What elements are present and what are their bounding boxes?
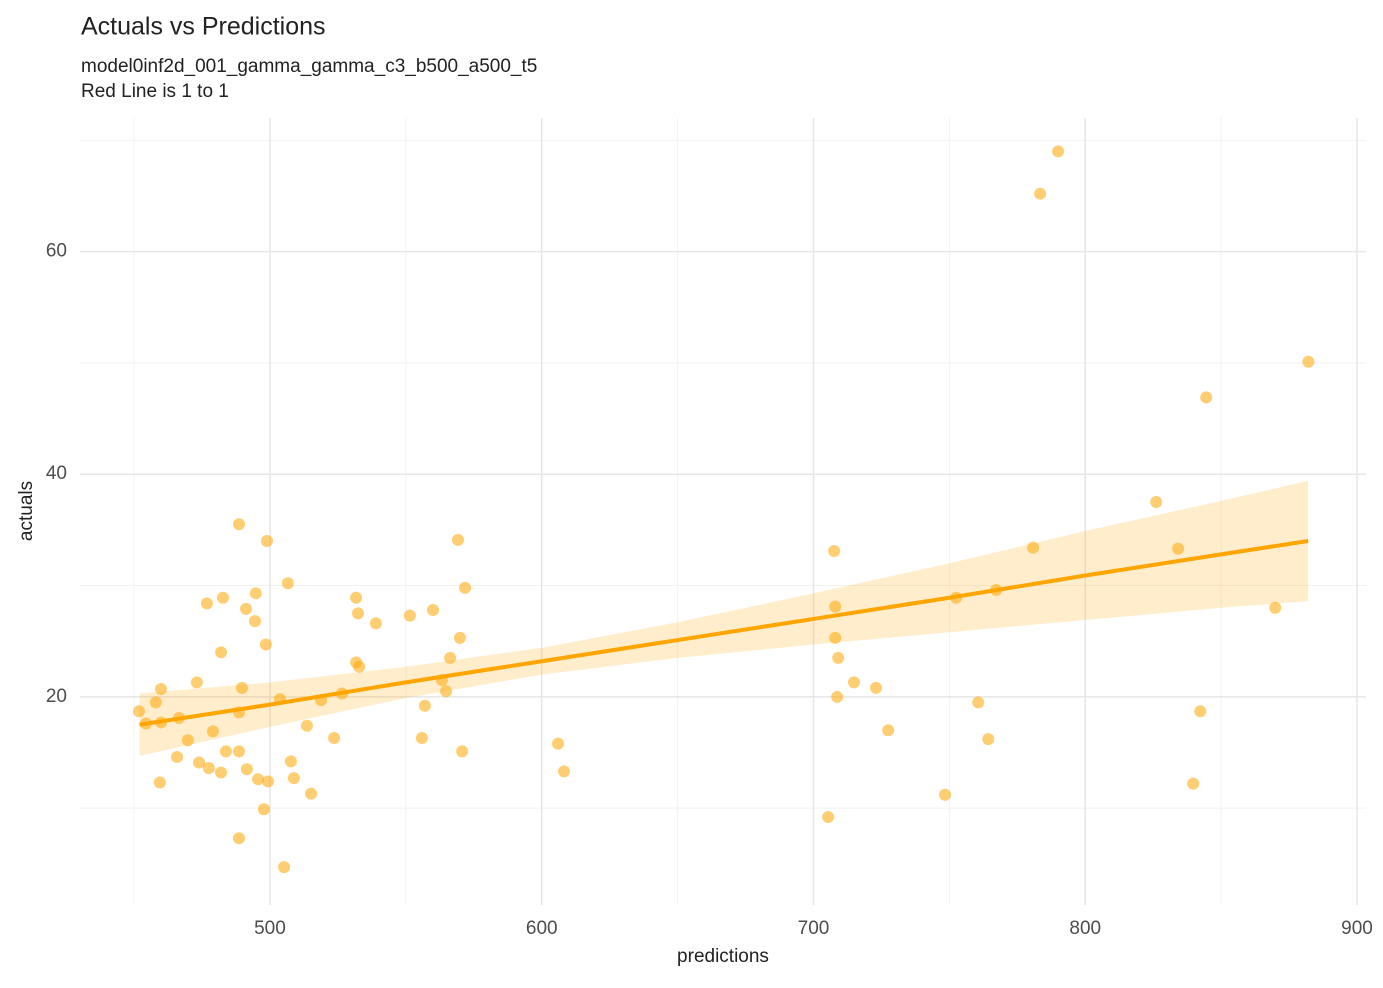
point (829, 600, 842, 613)
point (249, 615, 262, 628)
point (232, 518, 245, 531)
point (1034, 187, 1047, 200)
chart-subtitle: Red Line is 1 to 1 (81, 81, 229, 102)
point (278, 861, 291, 874)
point (328, 732, 341, 745)
point (456, 745, 469, 758)
point (219, 745, 232, 758)
y-axis-label: actuals (16, 481, 37, 541)
point (832, 651, 845, 664)
point (215, 766, 228, 779)
point (982, 733, 995, 746)
point (232, 832, 245, 845)
point (240, 763, 253, 776)
point (281, 577, 294, 590)
point (350, 591, 363, 604)
point (1194, 705, 1207, 718)
point (181, 734, 194, 747)
point (418, 699, 431, 712)
point (259, 638, 272, 651)
x-tick-label: 600 (526, 918, 558, 939)
point (1187, 777, 1200, 790)
trend-line (139, 539, 1309, 727)
point (1302, 355, 1315, 368)
point (369, 617, 382, 630)
point (262, 775, 275, 788)
point (415, 732, 428, 745)
point (828, 545, 841, 558)
point (249, 587, 262, 600)
point (453, 631, 466, 644)
point (403, 609, 416, 622)
point (822, 811, 835, 824)
point (1150, 496, 1163, 509)
point (452, 533, 465, 546)
x-tick-label: 900 (1341, 918, 1373, 939)
point (1052, 145, 1065, 158)
point (353, 660, 366, 673)
point (440, 685, 453, 698)
point (459, 581, 472, 594)
point (870, 681, 883, 694)
point (972, 696, 985, 709)
point (190, 676, 203, 689)
point (939, 788, 952, 801)
point (132, 705, 145, 718)
chart-title: Actuals vs Predictions (81, 13, 326, 41)
point (558, 765, 571, 778)
point (171, 750, 184, 763)
point (847, 676, 860, 689)
point (252, 773, 265, 786)
point (1172, 542, 1185, 555)
point (153, 776, 166, 789)
point (216, 591, 229, 604)
x-tick-label: 700 (798, 918, 830, 939)
point (284, 755, 297, 768)
y-tick-label: 60 (46, 241, 67, 262)
point (882, 724, 895, 737)
y-tick-label: 40 (46, 463, 67, 484)
point (1269, 601, 1282, 614)
point (154, 683, 167, 696)
point (260, 534, 273, 547)
point (1200, 391, 1213, 404)
point (202, 762, 215, 775)
confidence-band (139, 480, 1309, 756)
point (552, 737, 565, 750)
point (829, 631, 842, 644)
point (352, 607, 365, 620)
point (287, 772, 300, 785)
point (300, 719, 313, 732)
point (215, 646, 228, 659)
point (1027, 541, 1040, 554)
point (193, 756, 206, 769)
point (149, 696, 162, 709)
point (200, 597, 213, 610)
point (257, 803, 270, 816)
x-tick-label: 800 (1069, 918, 1101, 939)
point (240, 602, 253, 615)
point (206, 725, 219, 738)
y-tick-label: 20 (46, 686, 67, 707)
point (305, 787, 318, 800)
point (232, 745, 245, 758)
point (444, 651, 457, 664)
x-axis-label: predictions (677, 946, 769, 967)
x-tick-label: 500 (254, 918, 286, 939)
point (235, 681, 248, 694)
chart-subtitle: model0inf2d_001_gamma_gamma_c3_b500_a500… (81, 56, 537, 77)
point (831, 690, 844, 703)
point (427, 604, 440, 617)
